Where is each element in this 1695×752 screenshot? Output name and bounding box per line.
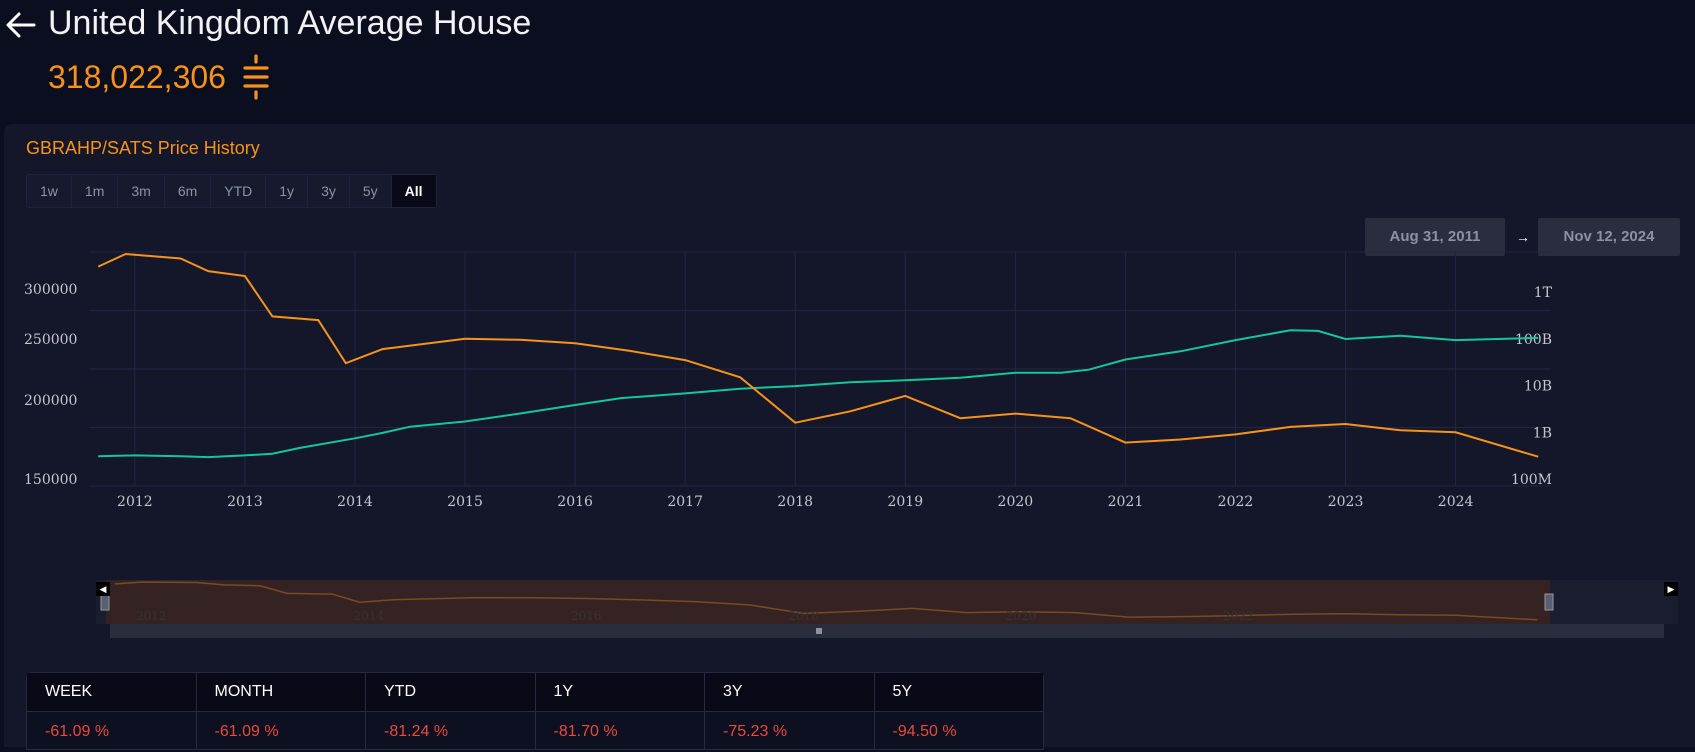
navigator-scroll-right-button[interactable]: ▶ [1664,582,1678,596]
x-axis-tick-label: 2018 [777,494,813,510]
returns-period-label: 5Y [874,673,1043,712]
back-arrow-icon[interactable] [4,8,38,42]
returns-column: 5Y -94.50 % [874,673,1043,749]
returns-value: -81.70 % [553,723,618,740]
scrollbar-grip-icon [816,628,822,634]
navigator-tick-label: 2020 [1006,609,1037,623]
chart-panel: GBRAHP/SATS Price History 1w 1m 3m 6m YTD 1y 3… [4,124,1695,750]
navigator-selected-range[interactable] [106,580,1550,624]
navigator-tick-label: 2016 [571,609,602,623]
y-axis-right-tick-label: 100M [1511,472,1552,488]
x-axis-tick-label: 2020 [998,494,1034,510]
y-axis-left-tick-label: 150000 [24,472,77,488]
chart-title: GBRAHP/SATS Price History [26,138,260,158]
returns-column: 3Y -75.23 % [705,673,875,749]
returns-column: WEEK -61.09 % [27,673,197,749]
x-axis-tick-label: 2014 [337,494,373,510]
date-to-input[interactable]: Nov 12, 2024 [1538,218,1680,256]
y-axis-right-tick-label: 100B [1515,332,1552,348]
sats-icon [243,54,269,100]
range-button-5y[interactable]: 5y [350,175,392,207]
x-axis-tick-label: 2023 [1328,494,1364,510]
x-axis-tick-label: 2017 [667,494,703,510]
returns-period-label: 1Y [535,673,704,712]
y-axis-right-tick-label: 10B [1524,379,1552,395]
price-row: 318,022,306 [48,54,270,100]
page-title: United Kingdom Average House [48,4,532,42]
range-button-6m[interactable]: 6m [165,175,212,207]
range-button-1y[interactable]: 1y [266,175,309,207]
date-range-arrow: → [1516,229,1530,245]
y-axis-left-tick-label: 200000 [24,393,77,409]
range-button-3y[interactable]: 3y [308,175,350,207]
returns-value: -75.23 % [723,723,788,740]
range-button-3m[interactable]: 3m [118,175,165,207]
navigator-tick-label: 2022 [1223,609,1254,623]
chart-navigator[interactable]: 2012 2014 2016 2018 2020 2022 [96,580,1678,652]
date-from-input[interactable]: Aug 31, 2011 [1365,218,1505,256]
x-axis-tick-label: 2022 [1218,494,1254,510]
returns-value: -61.09 % [45,723,110,740]
returns-period-label: 3Y [705,673,874,712]
returns-period-label: MONTH [196,673,365,712]
y-axis-right-tick-label: 1B [1533,425,1552,441]
returns-value: -94.50 % [892,723,957,740]
navigator-handle-left[interactable] [100,593,110,611]
page-header: United Kingdom Average House 318,022,306 [0,0,1695,120]
returns-column: MONTH -61.09 % [196,673,366,749]
x-axis-tick-label: 2012 [117,494,153,510]
range-button-1w[interactable]: 1w [27,175,72,207]
x-axis-tick-label: 2019 [887,494,923,510]
navigator-handle-right[interactable] [1544,593,1554,611]
navigator-tick-label: 2018 [788,609,819,623]
x-axis-tick-label: 2015 [447,494,483,510]
returns-value: -61.09 % [214,723,279,740]
returns-value: -81.24 % [384,723,449,740]
navigator-scroll-left-button[interactable]: ◀ [96,582,110,596]
returns-column: YTD -81.24 % [366,673,536,749]
series-line-1 [97,252,1539,458]
x-axis-tick-label: 2016 [557,494,593,510]
x-axis-tick-label: 2013 [227,494,263,510]
range-button-1m[interactable]: 1m [72,175,119,207]
x-axis-tick-label: 2024 [1438,494,1474,510]
price-history-chart: 300000 250000 200000 150000 1T 100B 10B 1B 100M 2… [24,251,1553,510]
range-button-ytd[interactable]: YTD [211,175,267,207]
returns-period-label: YTD [366,673,535,712]
returns-column: 1Y -81.70 % [535,673,705,749]
navigator-series-line [115,581,1538,621]
x-axis-tick-label: 2021 [1108,494,1144,510]
y-axis-right-tick-label: 1T [1534,285,1553,301]
current-price: 318,022,306 [48,58,226,95]
y-axis-left-tick-label: 250000 [24,332,77,348]
series-line-0 [98,329,1539,459]
navigator-scrollbar[interactable] [110,624,1664,638]
y-axis-left-tick-label: 300000 [24,282,77,298]
navigator-tick-label: 2014 [353,609,384,623]
range-selector: 1w 1m 3m 6m YTD 1y 3y 5y All [26,174,437,208]
chart-grid [89,251,1551,487]
range-button-all[interactable]: All [391,175,436,207]
returns-period-label: WEEK [27,673,196,712]
returns-table: WEEK -61.09 % MONTH -61.09 % YTD -81.24 % 1Y -8… [26,672,1044,750]
navigator-tick-label: 2012 [136,609,167,623]
